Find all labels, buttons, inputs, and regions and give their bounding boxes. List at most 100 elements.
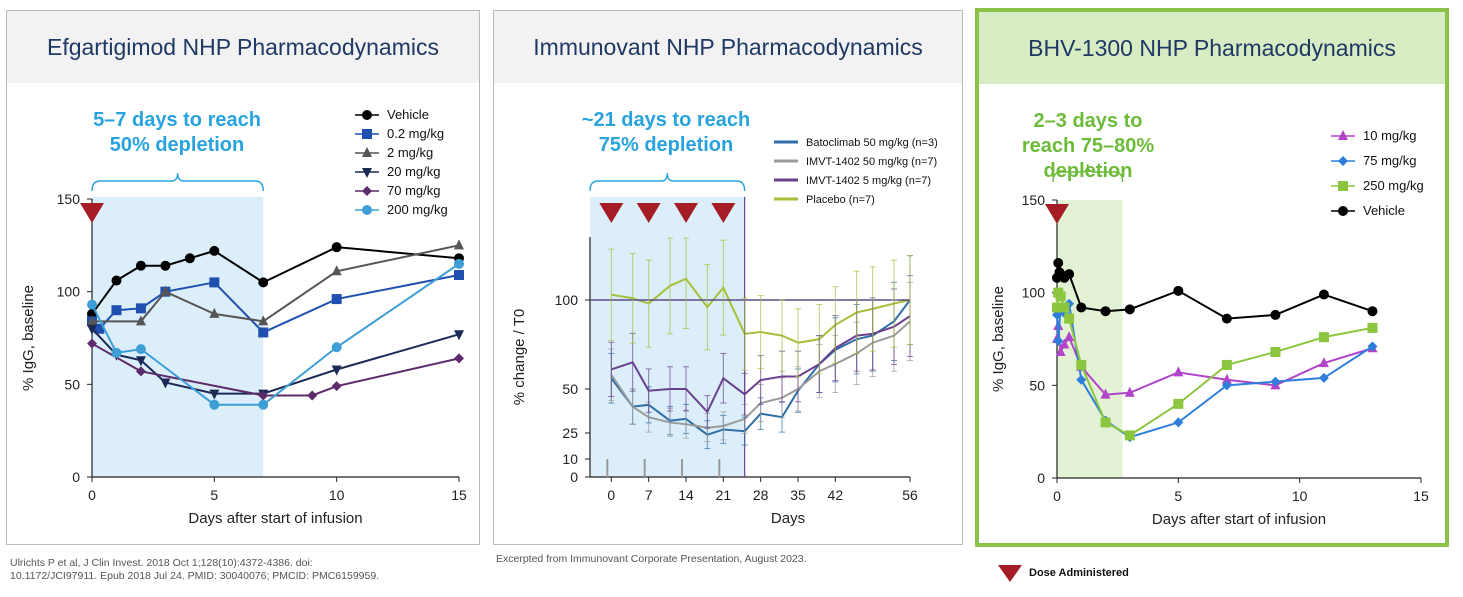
y-tick-label: 0 bbox=[1037, 470, 1045, 486]
annotation-bracket bbox=[589, 172, 746, 192]
x-axis-label: Days after start of infusion bbox=[188, 510, 362, 527]
data-point bbox=[1318, 289, 1329, 300]
legend-icon-marker bbox=[362, 129, 372, 139]
data-point bbox=[184, 253, 195, 264]
data-point bbox=[258, 399, 269, 410]
series-line bbox=[91, 342, 460, 397]
data-point bbox=[1318, 332, 1329, 343]
data-point bbox=[94, 323, 105, 334]
data-point bbox=[331, 265, 342, 276]
y-tick-label: 100 bbox=[1022, 285, 1046, 301]
data-point bbox=[1124, 304, 1135, 315]
annotation-text: depletion bbox=[1044, 160, 1133, 182]
y-tick-label: 150 bbox=[1022, 192, 1046, 208]
legend-label: 200 mg/kg bbox=[387, 202, 448, 217]
x-tick-label: 42 bbox=[828, 487, 844, 503]
legend-label: Placebo (n=7) bbox=[806, 194, 875, 206]
data-point bbox=[209, 277, 220, 288]
shaded-region bbox=[92, 197, 264, 477]
legend-icon-marker bbox=[1338, 130, 1348, 140]
dose-legend-label: Dose Administered bbox=[1029, 567, 1129, 579]
legend-label: 75 mg/kg bbox=[1363, 153, 1416, 168]
data-point bbox=[1076, 302, 1087, 313]
data-point bbox=[1100, 417, 1111, 428]
footnote-left-line2: 10.1172/JCI97911. Epub 2018 Jul 24. PMID… bbox=[10, 570, 380, 582]
legend-label: IMVT-1402 50 mg/kg (n=7) bbox=[806, 156, 937, 168]
data-point bbox=[1318, 357, 1329, 368]
x-axis-label: Days bbox=[771, 510, 805, 527]
data-point bbox=[1059, 338, 1070, 349]
data-point bbox=[454, 269, 464, 280]
data-point bbox=[454, 330, 464, 341]
data-point bbox=[1173, 398, 1184, 409]
y-tick-label: 150 bbox=[57, 191, 81, 207]
data-point bbox=[1076, 359, 1087, 370]
dose-marker-icon bbox=[711, 203, 736, 223]
data-point bbox=[307, 390, 318, 401]
data-point bbox=[135, 356, 146, 367]
data-point bbox=[135, 366, 146, 377]
y-tick-label: 50 bbox=[1029, 377, 1045, 393]
footnote-left-line1: Ulrichts P et al, J Clin Invest. 2018 Oc… bbox=[10, 557, 313, 569]
data-point bbox=[1221, 380, 1232, 391]
data-point bbox=[1173, 366, 1184, 377]
data-point bbox=[1173, 417, 1184, 428]
x-tick-label: 5 bbox=[1174, 488, 1182, 504]
y-tick-label: 100 bbox=[555, 292, 579, 308]
y-tick-label: 10 bbox=[562, 451, 578, 467]
y-axis-label: % IgG, baseline bbox=[20, 285, 37, 391]
efgartigimod-title: Efgartigimod NHP Pharmacodynamics bbox=[7, 11, 479, 83]
data-point bbox=[331, 381, 342, 392]
footnote-middle: Excerpted from Immunovant Corporate Pres… bbox=[496, 553, 807, 565]
immunovant-title: Immunovant NHP Pharmacodynamics bbox=[494, 11, 962, 83]
bhv1300-panel: BHV-1300 NHP Pharmacodynamics 2–3 days t… bbox=[975, 8, 1449, 547]
annotation-text: 50% depletion bbox=[110, 134, 244, 156]
x-tick-label: 10 bbox=[329, 487, 345, 503]
dose-legend: Dose Administered bbox=[997, 563, 1129, 583]
legend-label: Vehicle bbox=[387, 107, 429, 122]
data-point bbox=[1221, 373, 1232, 384]
x-tick-label: 10 bbox=[1292, 488, 1308, 504]
dose-marker-icon bbox=[674, 203, 698, 223]
annotation-text: 75% depletion bbox=[599, 134, 733, 156]
y-tick-label: 50 bbox=[562, 381, 578, 397]
y-axis-label: % change / T0 bbox=[511, 309, 528, 405]
legend-icon-marker bbox=[362, 147, 372, 157]
bhv1300-title: BHV-1300 NHP Pharmacodynamics bbox=[979, 12, 1445, 84]
data-point bbox=[1055, 345, 1066, 356]
x-tick-label: 35 bbox=[790, 487, 806, 503]
data-point bbox=[454, 258, 464, 269]
x-tick-label: 14 bbox=[678, 487, 694, 503]
data-point bbox=[209, 389, 220, 400]
data-point bbox=[1221, 313, 1232, 324]
legend-icon-marker bbox=[1338, 156, 1348, 166]
data-point bbox=[1367, 306, 1378, 317]
x-axis-label: Days after start of infusion bbox=[1152, 511, 1326, 528]
data-point bbox=[1076, 374, 1087, 385]
data-point bbox=[1124, 386, 1135, 397]
data-point bbox=[258, 277, 269, 288]
annotation-text: reach 75–80% bbox=[1022, 135, 1155, 157]
x-tick-label: 7 bbox=[645, 487, 653, 503]
data-point bbox=[111, 275, 122, 286]
x-tick-label: 0 bbox=[88, 487, 96, 503]
data-point bbox=[1053, 335, 1064, 346]
data-point bbox=[1064, 331, 1075, 342]
annotation-bracket bbox=[91, 172, 264, 192]
data-point bbox=[331, 242, 342, 253]
data-point bbox=[111, 305, 122, 316]
immunovant-panel: Immunovant NHP Pharmacodynamics ~21 days… bbox=[493, 10, 963, 545]
data-point bbox=[209, 399, 220, 410]
x-tick-label: 21 bbox=[716, 487, 732, 503]
annotation-text: 5–7 days to reach bbox=[93, 109, 261, 131]
dose-marker-icon bbox=[998, 565, 1022, 582]
data-point bbox=[1064, 269, 1075, 280]
data-point bbox=[331, 294, 342, 305]
data-point bbox=[1270, 346, 1281, 357]
data-point bbox=[1270, 309, 1281, 320]
data-point bbox=[1100, 388, 1111, 399]
data-point bbox=[1367, 341, 1378, 352]
data-point bbox=[209, 307, 220, 318]
data-point bbox=[111, 347, 122, 358]
